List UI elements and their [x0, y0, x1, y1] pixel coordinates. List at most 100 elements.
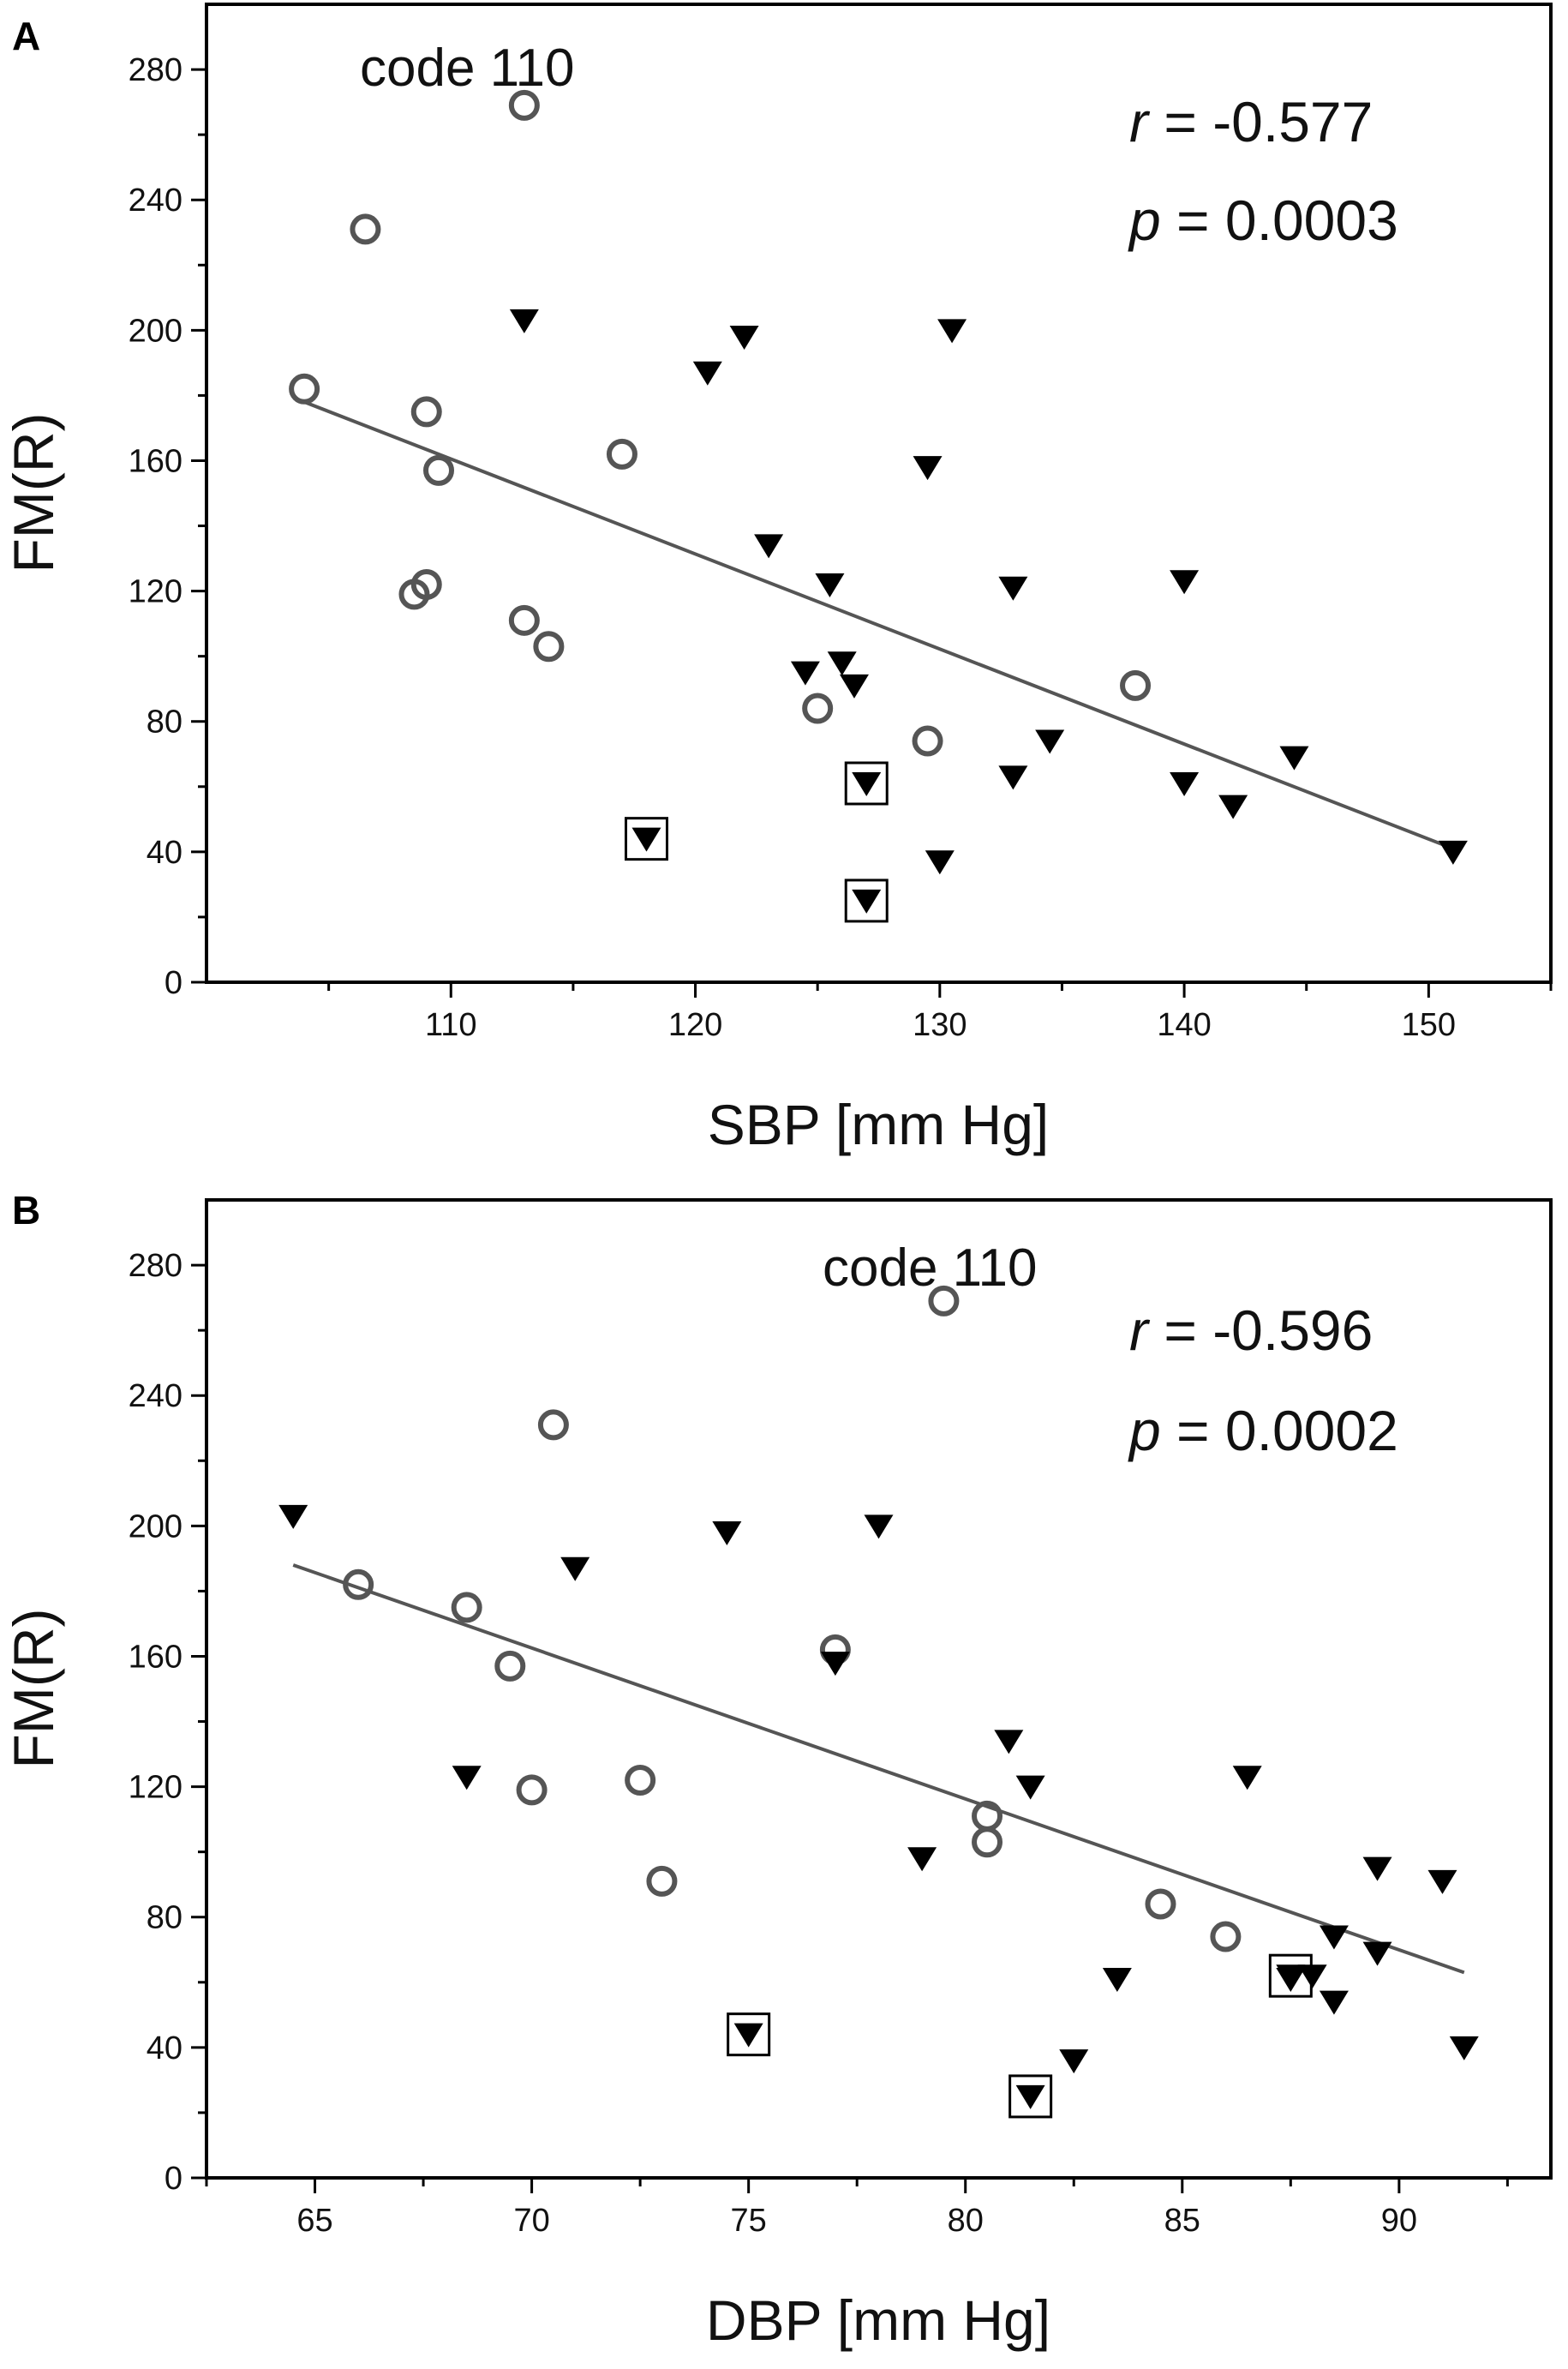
data-point-triangle-b — [560, 1556, 590, 1581]
data-point-triangle-b — [712, 1520, 742, 1545]
panel-a: A 0 40 80 120 160 200 240 280 110 120 130 140 150 co… — [2, 3, 1553, 1156]
p-value-b: = 0.0002 — [1161, 1399, 1398, 1462]
data-point-triangle-a — [913, 456, 943, 481]
data-point-triangle-b — [1102, 1967, 1132, 1992]
x-tick-label-a: 150 — [1402, 1007, 1456, 1043]
data-point-boxed-triangle-b — [733, 2023, 763, 2048]
data-point-circle-a — [423, 454, 455, 486]
data-point-circle-a — [508, 604, 540, 636]
data-point-triangle-b — [907, 1847, 937, 1872]
data-point-circle-a — [398, 579, 430, 610]
data-point-boxed-triangle-a — [852, 889, 882, 914]
data-point-box-a — [844, 761, 889, 806]
data-point-circle-b — [494, 1650, 526, 1682]
data-point-triangle-b — [994, 1730, 1024, 1754]
p-symbol-a: p — [1128, 189, 1161, 252]
data-point-circle-b — [516, 1774, 548, 1806]
data-point-circle-a — [289, 373, 320, 405]
data-point-triangle-b — [1319, 1990, 1349, 2015]
data-point-triangle-b — [1015, 1775, 1045, 1800]
data-point-triangle-b — [1362, 1941, 1392, 1966]
data-point-triangle-a — [815, 573, 845, 597]
p-value-a: = 0.0003 — [1161, 189, 1398, 252]
data-point-triangle-b — [1059, 2049, 1089, 2074]
r-value-a: = -0.577 — [1148, 90, 1373, 153]
data-point-triangle-a — [1438, 840, 1468, 865]
data-point-triangle-a — [790, 661, 820, 686]
panel-letter-a: A — [12, 14, 40, 58]
data-point-triangle-a — [827, 651, 857, 676]
data-point-circle-a — [912, 725, 943, 757]
data-point-triangle-a — [729, 325, 759, 350]
data-point-circle-a — [508, 89, 540, 121]
y-tick-label-a: 0 — [165, 965, 183, 1001]
x-tick-label-a: 110 — [425, 1007, 477, 1043]
x-tick-label-b: 80 — [948, 2203, 984, 2239]
data-point-circle-b — [451, 1592, 482, 1623]
data-point-box-b — [1008, 2074, 1053, 2119]
plot-frame-b — [205, 1198, 1553, 2180]
data-point-triangle-b — [278, 1504, 308, 1529]
data-point-triangle-a — [998, 765, 1028, 790]
data-point-triangle-a — [1279, 746, 1309, 771]
y-tick-label-a: 120 — [129, 574, 183, 610]
y-tick-label-a: 80 — [147, 705, 183, 741]
data-point-boxed-triangle-a — [631, 827, 661, 852]
axes-a: 0 40 80 120 160 200 240 280 110 120 130 140 150 — [129, 52, 1553, 1043]
data-point-circle-a — [410, 396, 442, 428]
y-tick-label-a: 280 — [129, 52, 183, 88]
data-point-box-a — [624, 817, 668, 861]
x-axis-title-b: DBP [mm Hg] — [706, 2288, 1050, 2352]
r-statistic-b: r = -0.596 — [1129, 1298, 1373, 1362]
data-point-triangle-b — [1232, 1766, 1262, 1790]
x-tick-label-b: 70 — [513, 2203, 549, 2239]
data-point-triangle-a — [1170, 570, 1200, 595]
data-point-circle-b — [625, 1764, 656, 1796]
x-axis-title-a: SBP [mm Hg] — [708, 1093, 1050, 1156]
data-point-triangle-a — [998, 576, 1028, 601]
data-point-triangle-b — [1427, 1869, 1457, 1894]
axes-b: 0 40 80 120 160 200 240 280 65 70 75 80 85 90 — [129, 1248, 1509, 2239]
y-axis-title-a: FM(R) — [2, 413, 65, 573]
y-tick-label-b: 0 — [165, 2161, 183, 2197]
data-point-triangle-a — [937, 319, 967, 344]
data-point-circle-b — [537, 1409, 569, 1441]
r-symbol-b: r — [1129, 1298, 1151, 1362]
data-point-triangle-a — [925, 850, 955, 875]
data-point-box-a — [844, 879, 889, 923]
data-point-boxed-triangle-a — [852, 771, 882, 796]
data-point-circle-a — [802, 693, 834, 724]
data-point-triangle-a — [839, 674, 869, 699]
data-point-circle-b — [928, 1285, 960, 1316]
y-tick-label-b: 200 — [129, 1508, 183, 1544]
data-point-triangle-b — [864, 1514, 894, 1539]
x-tick-label-a: 120 — [668, 1007, 722, 1043]
y-tick-label-b: 40 — [147, 2030, 183, 2066]
data-point-circle-b — [1145, 1888, 1176, 1920]
data-point-triangle-a — [754, 534, 784, 559]
data-point-circle-b — [1210, 1921, 1242, 1952]
data-point-triangle-b — [820, 1652, 850, 1676]
panel-b: B 0 40 80 120 160 200 240 280 65 70 75 80 85 90 code … — [2, 1188, 1553, 2352]
y-tick-label-b: 120 — [129, 1770, 183, 1806]
code-110-annotation-a: code 110 — [360, 39, 575, 98]
r-value-b: = -0.596 — [1148, 1298, 1373, 1362]
y-tick-label-b: 280 — [129, 1248, 183, 1284]
data-point-circle-a — [533, 631, 565, 663]
x-tick-label-a: 140 — [1157, 1007, 1211, 1043]
data-point-circle-a — [606, 438, 637, 470]
y-tick-label-a: 40 — [147, 835, 183, 871]
y-tick-label-a: 240 — [129, 183, 183, 219]
x-tick-label-a: 130 — [913, 1007, 967, 1043]
data-point-circle-a — [1120, 669, 1152, 701]
y-tick-label-b: 160 — [129, 1639, 183, 1675]
code-110-annotation-b: code 110 — [823, 1238, 1038, 1298]
data-point-circle-b — [972, 1826, 1003, 1858]
data-point-triangle-a — [1218, 795, 1248, 819]
plot-frame-a — [205, 3, 1553, 984]
x-tick-label-b: 65 — [296, 2203, 332, 2239]
regression-line-a — [303, 400, 1454, 850]
data-point-circle-a — [350, 213, 381, 245]
data-point-triangle-b — [1319, 1925, 1349, 1950]
data-point-triangle-a — [509, 309, 539, 333]
